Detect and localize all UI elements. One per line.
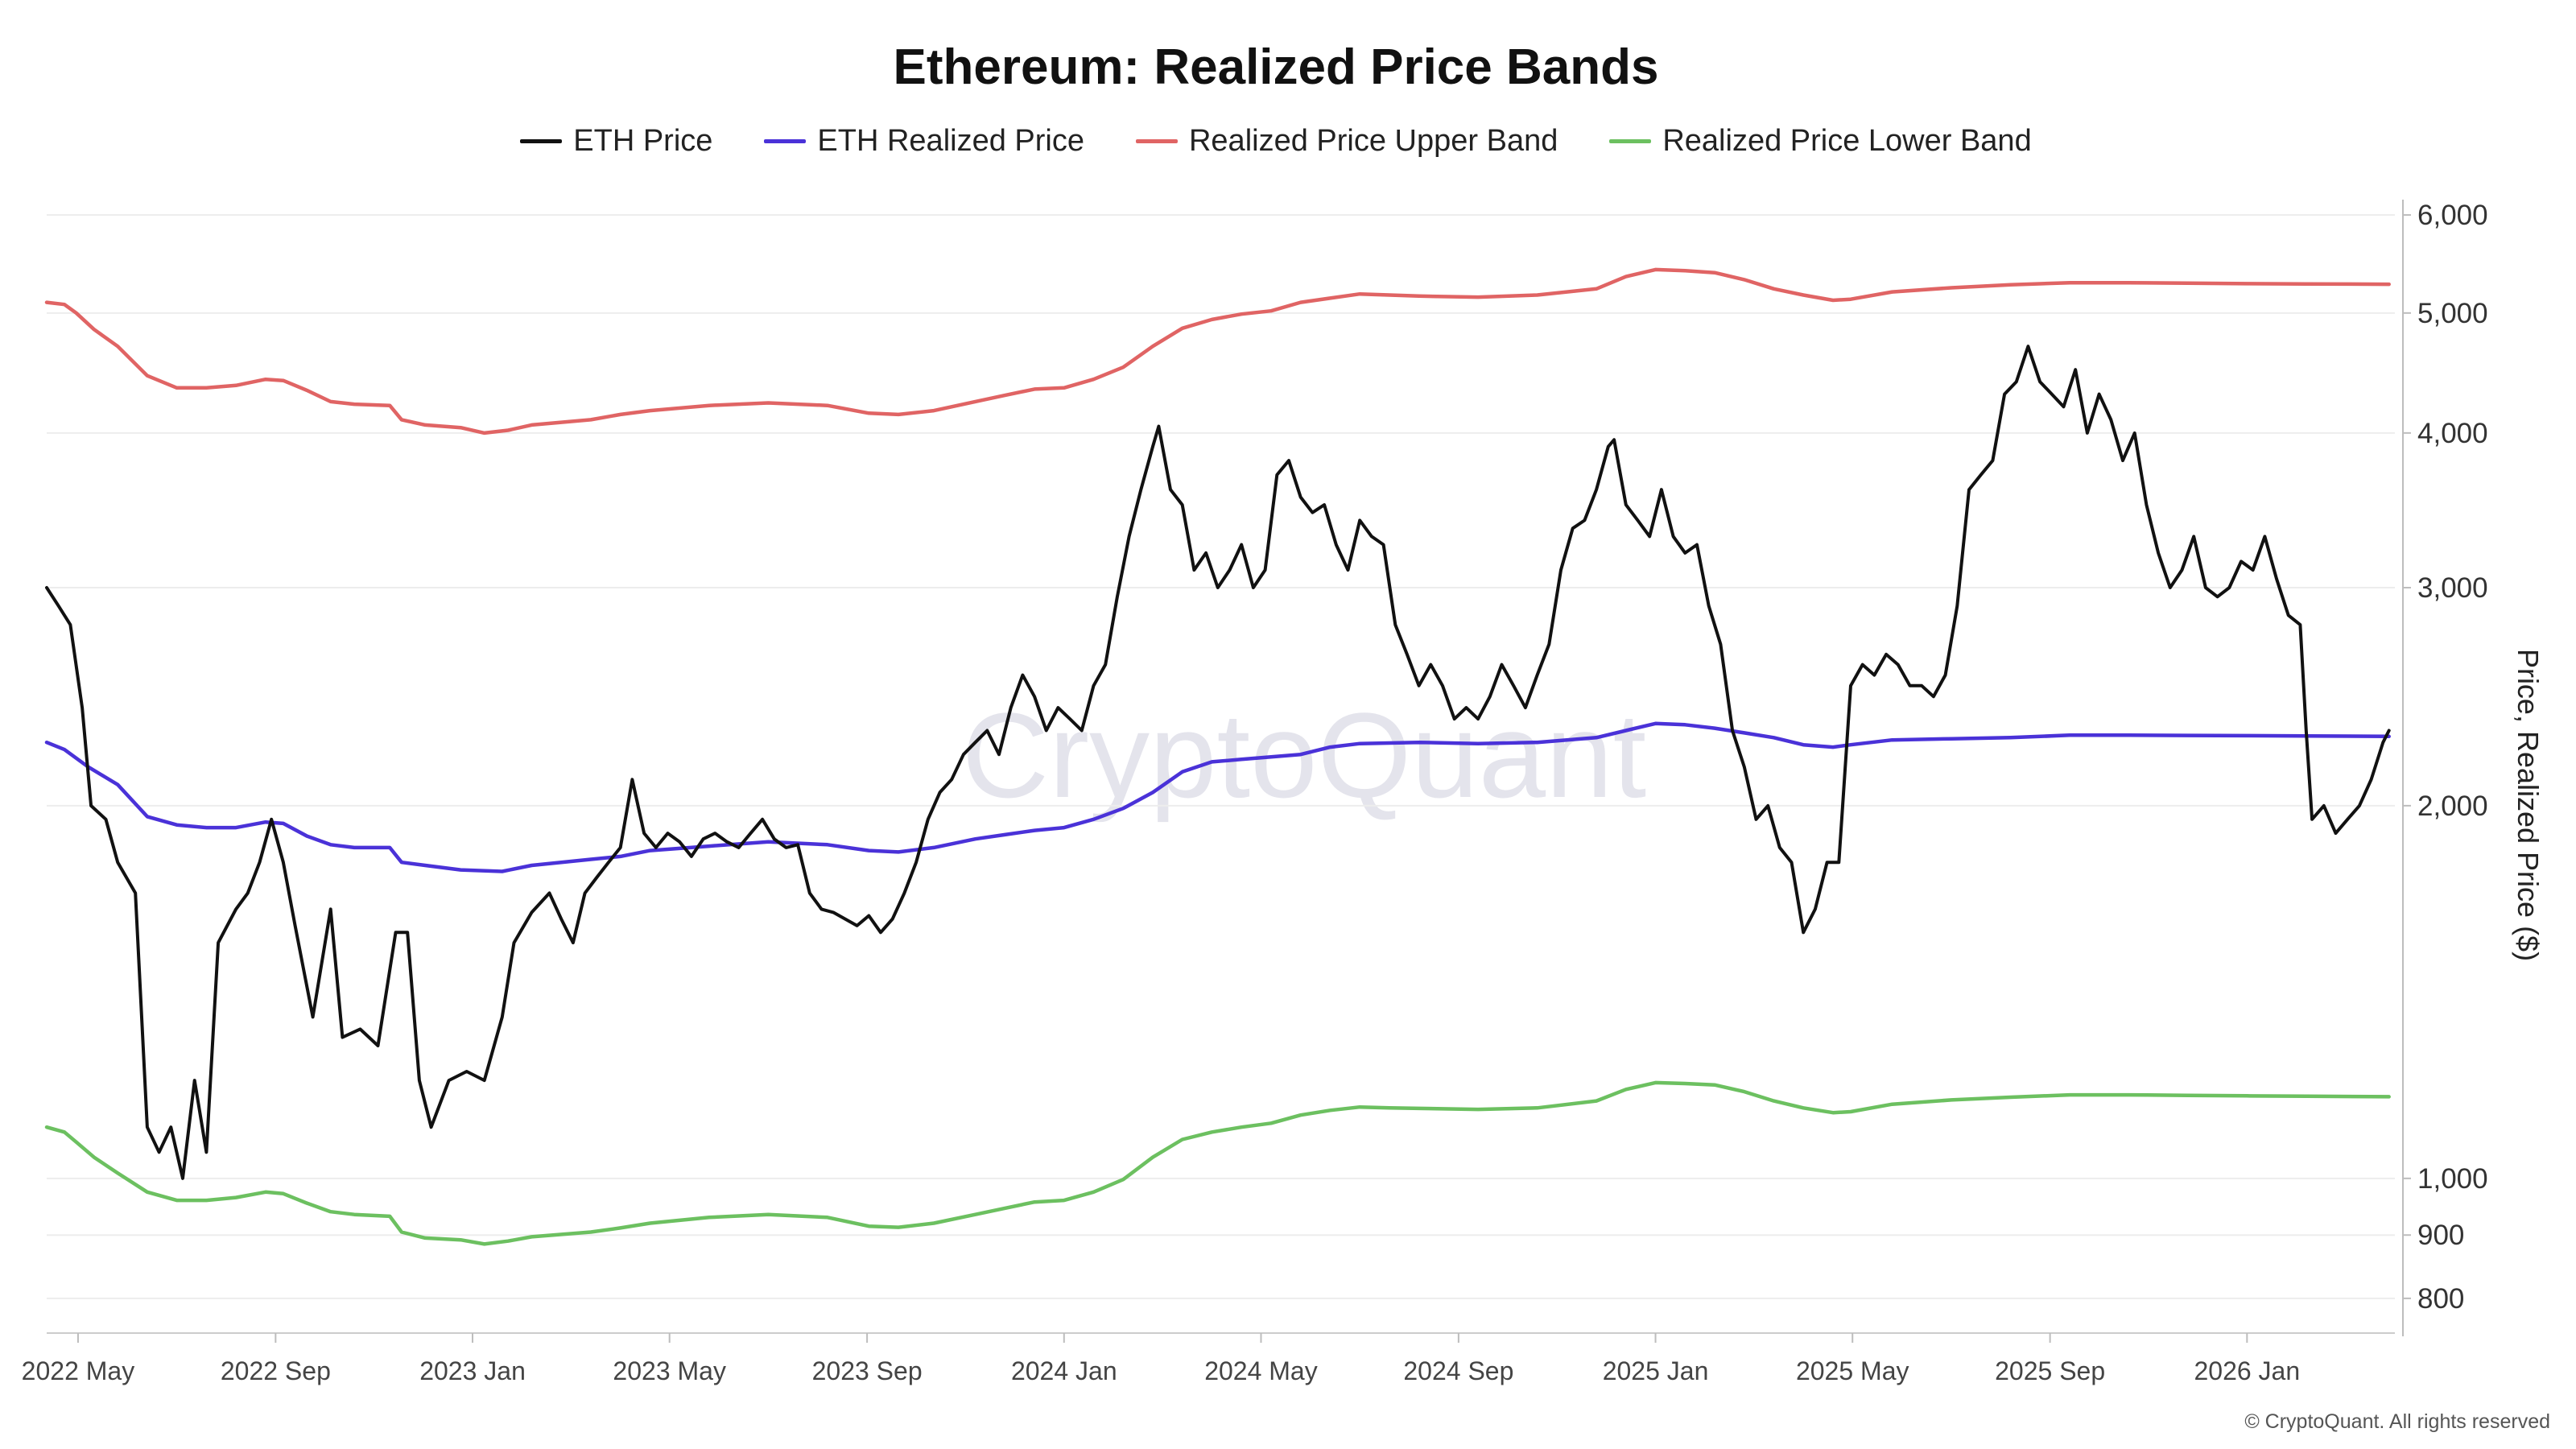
y-tick-label: 2,000 bbox=[2417, 791, 2488, 822]
y-tick-label: 900 bbox=[2417, 1220, 2464, 1251]
chart-title: Ethereum: Realized Price Bands bbox=[893, 39, 1659, 95]
y-tick-label: 1,000 bbox=[2417, 1163, 2488, 1195]
x-tick-label: 2024 May bbox=[1204, 1356, 1318, 1385]
y-tick-label: 6,000 bbox=[2417, 200, 2488, 231]
chart-legend: ETH Price ETH Realized Price Realized Pr… bbox=[0, 124, 2552, 159]
legend-swatch bbox=[520, 139, 563, 143]
x-tick-label: 2022 May bbox=[22, 1356, 135, 1385]
x-tick-label: 2025 Jan bbox=[1603, 1356, 1709, 1385]
legend-label: Realized Price Lower Band bbox=[1662, 124, 2032, 158]
x-tick-label: 2022 Sep bbox=[221, 1356, 331, 1385]
legend-swatch bbox=[1609, 139, 1652, 143]
legend-label: ETH Realized Price bbox=[817, 124, 1084, 158]
legend-swatch bbox=[1135, 139, 1178, 143]
series-line-realized-price-upper-band[interactable] bbox=[44, 267, 2391, 436]
legend-item-eth-price[interactable]: ETH Price bbox=[520, 124, 712, 159]
y-tick-label: 4,000 bbox=[2417, 418, 2488, 449]
x-tick-label: 2023 Jan bbox=[419, 1356, 526, 1385]
series-line-eth-realized-price[interactable] bbox=[44, 721, 2391, 873]
x-tick-label: 2024 Jan bbox=[1011, 1356, 1117, 1385]
y-axis: 800 900 1,000 2,000 3,000 4,000 5,000 6,000 bbox=[2402, 200, 2488, 1336]
series-layer bbox=[44, 267, 2391, 1246]
x-tick-label: 2024 Sep bbox=[1403, 1356, 1513, 1385]
y-axis-label: Price, Realized Price ($) bbox=[2512, 649, 2545, 961]
x-tick-label: 2023 May bbox=[613, 1356, 726, 1385]
legend-item-eth-realized-price[interactable]: ETH Realized Price bbox=[764, 124, 1084, 159]
x-tick-label: 2025 Sep bbox=[1995, 1356, 2105, 1385]
y-tick-label: 5,000 bbox=[2417, 298, 2488, 329]
legend-label: Realized Price Upper Band bbox=[1188, 124, 1558, 158]
legend-item-lower-band[interactable]: Realized Price Lower Band bbox=[1609, 124, 2032, 159]
series-line-eth-price[interactable] bbox=[45, 345, 2391, 1180]
y-tick-label: 3,000 bbox=[2417, 572, 2488, 604]
copyright-text: © CryptoQuant. All rights reserved bbox=[2244, 1410, 2550, 1433]
x-tick-label: 2025 May bbox=[1796, 1356, 1909, 1385]
legend-label: ETH Price bbox=[573, 124, 713, 158]
x-tick-label: 2026 Jan bbox=[2194, 1356, 2300, 1385]
gridlines bbox=[47, 214, 2395, 1299]
x-tick-label: 2023 Sep bbox=[812, 1356, 923, 1385]
x-axis: 2022 May 2022 Sep 2023 Jan 2023 May 2023 Sep… bbox=[22, 1332, 2395, 1385]
legend-swatch bbox=[764, 139, 807, 143]
legend-item-upper-band[interactable]: Realized Price Upper Band bbox=[1135, 124, 1558, 159]
series-line-realized-price-lower-band[interactable] bbox=[44, 1080, 2391, 1246]
y-tick-label: 800 bbox=[2417, 1283, 2464, 1315]
